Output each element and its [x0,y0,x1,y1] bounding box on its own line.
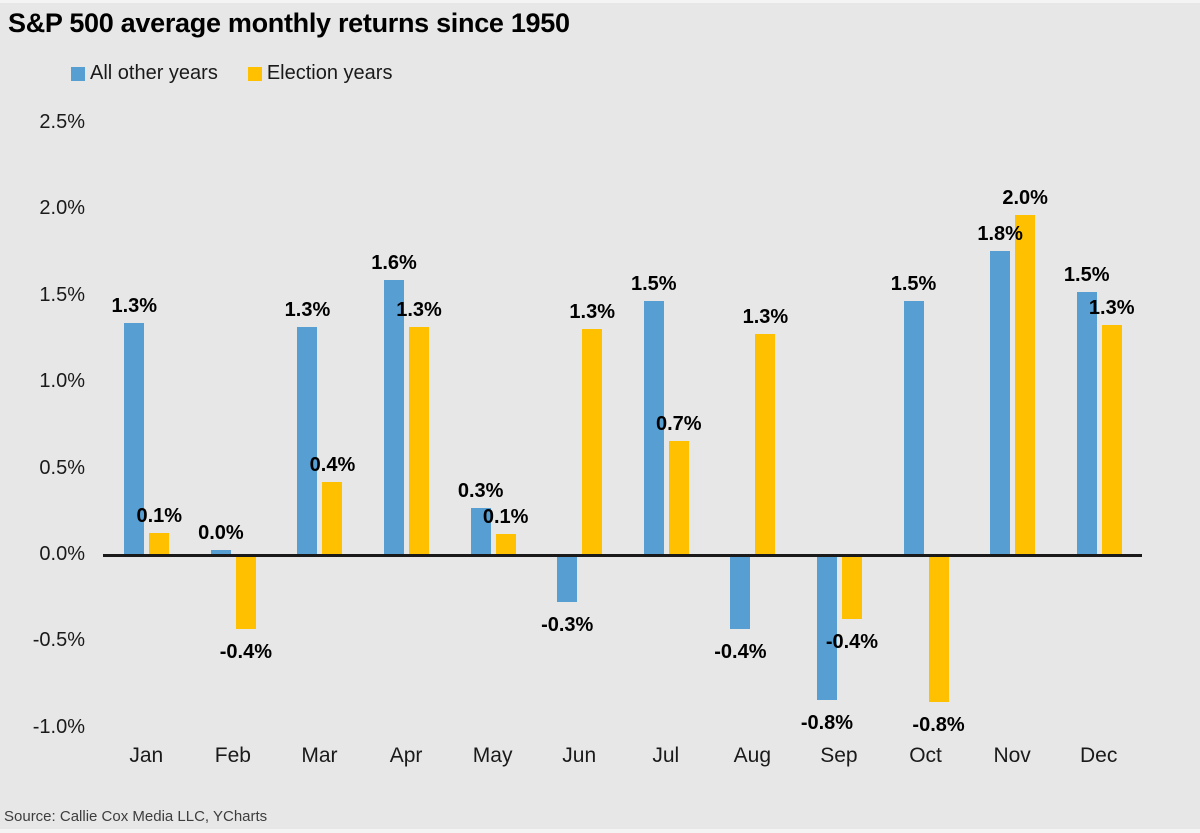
x-axis-label-apr: Apr [389,744,423,767]
bar-nov-election [1015,214,1036,555]
source-note: Source: Callie Cox Media LLC, YCharts [4,808,268,825]
bar-value-label: 1.5% [890,272,937,295]
bar-jul-election [668,440,689,555]
y-tick-label: 1.5% [39,283,85,306]
legend-label: Election years [266,62,393,84]
bar-value-label: -0.4% [825,630,879,653]
y-tick-label: 2.0% [39,197,85,220]
bar-value-label: 1.5% [630,272,677,295]
bar-jun-election [582,328,603,555]
y-tick-label: 1.0% [39,370,85,393]
bar-value-label: 0.1% [136,504,183,527]
top-edge-strip [0,0,1200,3]
bar-value-label: -0.4% [219,641,272,664]
bar-sep-other [816,555,837,701]
bar-value-label: 1.8% [977,222,1023,245]
bar-aug-election [755,333,776,555]
y-tick-label: -1.0% [32,715,85,738]
legend: All other years Election years [71,62,392,85]
bar-value-label: 0.4% [309,454,356,477]
x-axis-label-mar: Mar [301,744,338,767]
bar-value-label: 2.0% [1002,186,1048,209]
bar-may-election [495,534,516,555]
bar-jun-other [557,555,578,602]
x-axis-label-feb: Feb [214,744,251,767]
bar-jan-other [124,323,145,555]
y-tick-label: 0.0% [39,543,85,565]
bar-feb-other [210,549,231,555]
bar-apr-election [409,326,430,555]
bar-value-label: -0.8% [800,712,854,735]
x-axis-label-sep: Sep [820,744,858,767]
bar-oct-other [903,300,924,555]
bar-value-label: 0.0% [198,521,244,544]
x-axis-label-may: May [472,744,513,767]
bar-sep-election [841,555,862,619]
bottom-edge-strip [0,829,1200,833]
bar-value-label: 1.3% [1088,297,1135,320]
legend-item: All other years [71,62,218,85]
legend-swatch [247,66,262,81]
legend-label: All other years [90,62,218,84]
bar-jul-other [643,300,664,555]
bar-value-label: 0.7% [655,412,702,435]
legend-item: Election years [247,62,393,85]
bar-feb-election [235,555,256,630]
bar-jan-election [149,532,170,555]
bar-value-label: 1.3% [284,298,331,321]
bar-may-other [470,508,491,555]
bar-value-label: 0.3% [457,480,504,503]
x-axis-label-jun: Jun [562,744,597,767]
bar-dec-other [1076,292,1097,555]
bar-value-label: 1.3% [569,300,615,323]
x-axis-label-jul: Jul [652,744,680,767]
x-axis-line [103,554,1142,557]
bar-value-label: 1.5% [1063,264,1110,287]
bar-value-label: -0.8% [912,713,965,736]
legend-swatch [71,66,85,81]
bar-value-label: -0.4% [714,641,767,664]
bar-apr-other [384,280,405,555]
x-axis-label-nov: Nov [993,744,1031,767]
bar-aug-other [730,555,751,630]
x-axis-label-oct: Oct [909,744,942,767]
bar-value-label: 0.1% [482,506,529,529]
y-tick-label: -0.5% [32,629,85,652]
bar-dec-election [1101,325,1122,555]
bar-value-label: 1.3% [742,305,789,328]
y-tick-label: 0.5% [39,456,85,479]
bar-nov-other [990,250,1011,555]
bar-value-label: 1.3% [111,295,158,318]
x-axis-label-jan: Jan [129,744,164,767]
bar-value-label: 1.3% [396,298,442,321]
bar-mar-other [297,326,318,555]
bar-mar-election [322,482,343,555]
y-tick-label: 2.5% [39,111,85,133]
bar-oct-election [928,555,949,702]
bar-value-label: 1.6% [371,252,417,275]
chart-title: S&P 500 average monthly returns since 19… [8,8,570,38]
x-axis-label-dec: Dec [1080,744,1118,767]
x-axis-label-aug: Aug [733,744,772,767]
bar-value-label: -0.3% [541,613,594,636]
